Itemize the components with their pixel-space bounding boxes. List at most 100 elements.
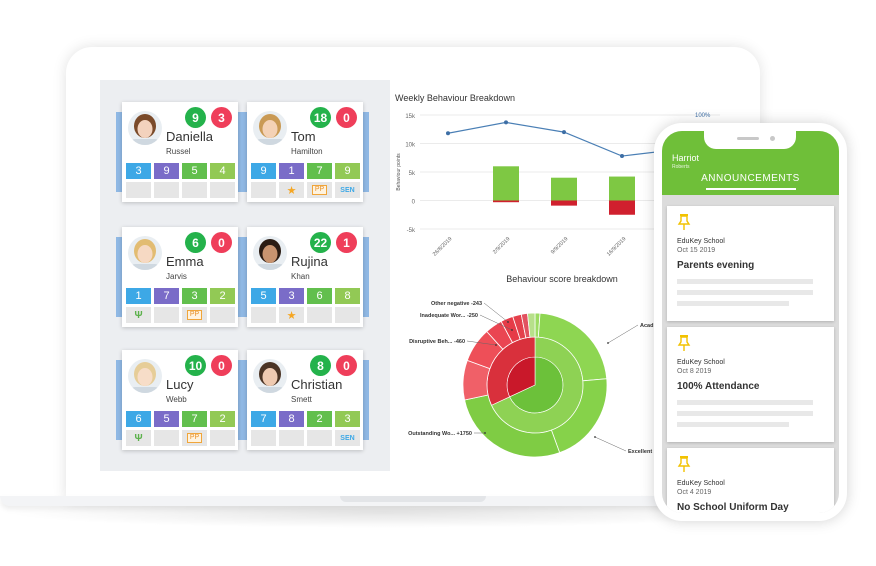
positive-points-badge[interactable]: 8 [310, 355, 331, 376]
positive-points-badge[interactable]: 9 [185, 107, 206, 128]
stat-tile[interactable]: 9 [251, 163, 276, 179]
negative-points-badge[interactable]: 0 [211, 355, 232, 376]
student-card[interactable]: 10 0 Lucy Webb 6 5 7 2 Ψ PP [122, 350, 238, 450]
announcement-card[interactable]: EduKey School Oct 15 2019 Parents evenin… [667, 206, 834, 321]
indicator-tile: Ψ [126, 307, 151, 323]
stat-tiles: 6 5 7 2 Ψ PP [126, 411, 235, 446]
negative-points-badge[interactable]: 0 [336, 355, 357, 376]
stat-tile[interactable]: 8 [279, 411, 304, 427]
negative-points-badge[interactable]: 0 [336, 107, 357, 128]
announcement-date: Oct 8 2019 [677, 368, 712, 375]
stat-tile[interactable]: 3 [126, 163, 151, 179]
indicator-tile [154, 430, 179, 446]
positive-points-badge[interactable]: 10 [185, 355, 206, 376]
announcement-card[interactable]: EduKey School Oct 4 2019 No School Unifo… [667, 448, 834, 513]
active-tab-underline [706, 188, 796, 190]
stat-tile[interactable]: 9 [154, 163, 179, 179]
stat-tile[interactable]: 7 [154, 288, 179, 304]
announcement-date: Oct 15 2019 [677, 247, 716, 254]
weekly-chart-title: Weekly Behaviour Breakdown [395, 93, 515, 103]
stat-tiles: 1 7 3 2 Ψ PP [126, 288, 235, 323]
stat-tile[interactable]: 6 [126, 411, 151, 427]
text-placeholder [677, 400, 813, 405]
pupil-premium-badge: PP [311, 185, 328, 195]
outer-slice [527, 312, 536, 338]
label-connector [466, 340, 497, 346]
student-last-name: Webb [166, 395, 187, 404]
pin-icon [677, 456, 691, 472]
stat-tile[interactable]: 1 [126, 288, 151, 304]
student-last-name: Smett [291, 395, 312, 404]
pin-icon [677, 335, 691, 351]
stat-tile[interactable]: 9 [335, 163, 360, 179]
sen-badge: SEN [340, 186, 355, 194]
student-first-name: Tom [291, 129, 316, 144]
stat-tile[interactable]: 5 [154, 411, 179, 427]
text-placeholder [677, 422, 789, 427]
stat-tile[interactable]: 1 [279, 163, 304, 179]
label-connector [594, 436, 627, 452]
card-tab [236, 237, 244, 317]
text-placeholder [677, 290, 813, 295]
negative-points-badge[interactable]: 3 [211, 107, 232, 128]
negative-points-badge[interactable]: 1 [336, 232, 357, 253]
stat-tile[interactable]: 6 [307, 288, 332, 304]
pie-slice-label: Excellent B... [628, 449, 663, 455]
x-tick-label: 9/9/2019 [550, 236, 569, 255]
announcement-title: 100% Attendance [677, 381, 760, 392]
positive-points-badge[interactable]: 6 [185, 232, 206, 253]
indicator-tile: ★ [279, 182, 304, 198]
text-placeholder [677, 301, 789, 306]
label-dot [511, 329, 513, 331]
y-tick-label: 10k [405, 143, 416, 149]
text-placeholder [677, 279, 813, 284]
trend-line [447, 121, 681, 157]
card-tab [241, 360, 249, 440]
stat-tiles: 7 8 2 3 SEN [251, 411, 360, 446]
tab-announcements[interactable]: ANNOUNCEMENTS [701, 173, 800, 184]
stat-tile[interactable]: 2 [307, 411, 332, 427]
stat-tile[interactable]: 3 [182, 288, 207, 304]
announcement-school: EduKey School [677, 359, 725, 366]
pie-slice-label: Inadequate Wor... -250 [420, 313, 478, 319]
student-card[interactable]: 8 0 Christian Smett 7 8 2 3 SEN [247, 350, 363, 450]
card-tab [241, 237, 249, 317]
phone-screen: Harriot Roberts ANNOUNCEMENTS EduKey Sch… [662, 131, 839, 513]
student-card[interactable]: 22 1 Rujina Khan 5 3 6 8 ★ [247, 227, 363, 327]
stat-tile[interactable]: 3 [279, 288, 304, 304]
student-first-name: Emma [166, 254, 204, 269]
positive-points-badge[interactable]: 22 [310, 232, 331, 253]
stat-tile[interactable]: 7 [182, 411, 207, 427]
stat-tile[interactable]: 7 [251, 411, 276, 427]
student-first-name: Daniella [166, 129, 213, 144]
indicator-tile [154, 182, 179, 198]
student-card[interactable]: 18 0 Tom Hamilton 9 1 7 9 ★ PP SEN [247, 102, 363, 202]
stat-tile[interactable]: 8 [335, 288, 360, 304]
negative-bar [493, 200, 519, 203]
x-tick-label: 16/9/2019 [606, 236, 628, 258]
indicator-tile: PP [182, 430, 207, 446]
pupil-premium-badge: PP [186, 433, 203, 443]
positive-points-badge[interactable]: 18 [310, 107, 331, 128]
stat-tile[interactable]: 4 [210, 163, 235, 179]
stat-tile[interactable]: 7 [307, 163, 332, 179]
stat-tiles: 9 1 7 9 ★ PP SEN [251, 163, 360, 198]
stat-tile[interactable]: 2 [210, 411, 235, 427]
pie-slice-label: Outstanding Wo... +1750 [408, 431, 472, 437]
y-tick-label: 5k [409, 171, 416, 177]
stat-tile[interactable]: 5 [251, 288, 276, 304]
card-tab [361, 112, 369, 192]
stat-tile[interactable]: 2 [210, 288, 235, 304]
pie-slice-label: Disruptive Beh... -460 [409, 339, 465, 345]
star-icon: ★ [286, 309, 297, 322]
negative-points-badge[interactable]: 0 [211, 232, 232, 253]
stat-tile[interactable]: 5 [182, 163, 207, 179]
indicator-tile [307, 430, 332, 446]
student-card[interactable]: 6 0 Emma Jarvis 1 7 3 2 Ψ PP [122, 227, 238, 327]
stat-tile[interactable]: 3 [335, 411, 360, 427]
announcement-card[interactable]: EduKey School Oct 8 2019 100% Attendance [667, 327, 834, 442]
indicator-tile [126, 182, 151, 198]
indicator-tile: PP [307, 182, 332, 198]
